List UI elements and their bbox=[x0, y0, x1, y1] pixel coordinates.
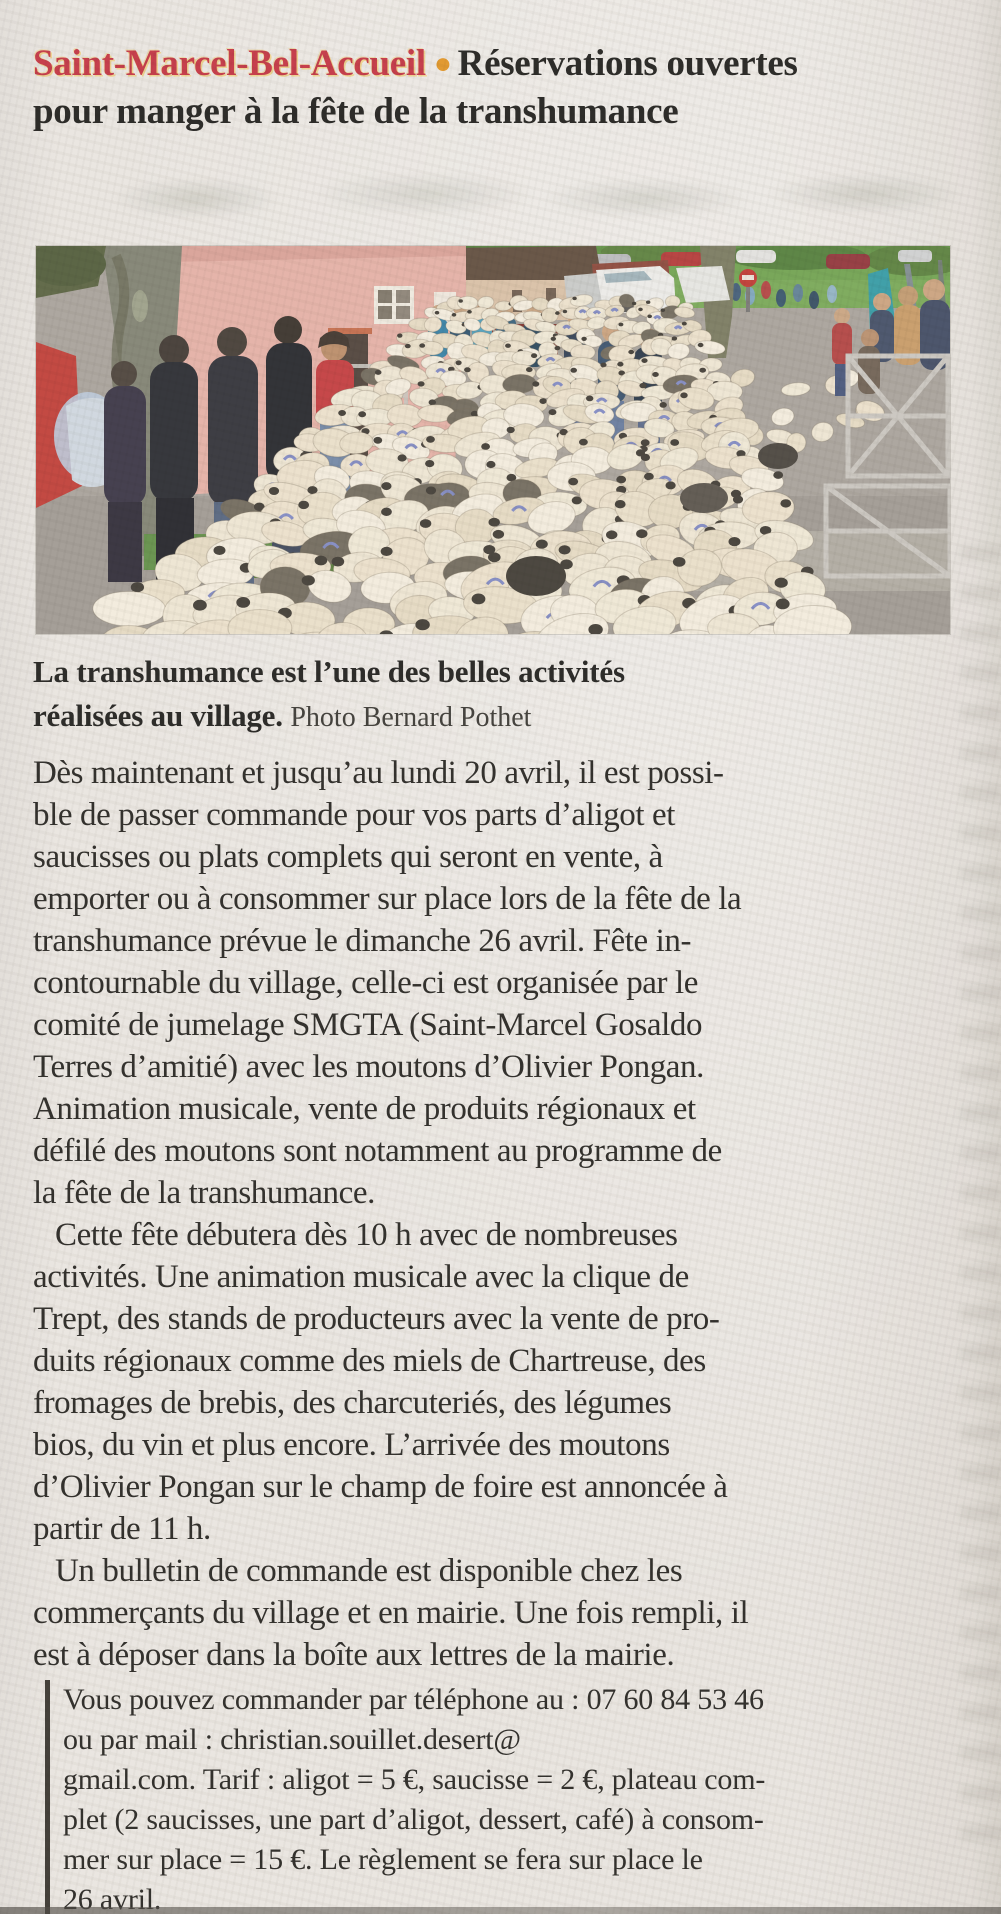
photo-sheep-flock bbox=[92, 293, 885, 634]
caption-line1: La transhumance est l’une des belles act… bbox=[33, 654, 625, 689]
text-line: ble de passer commande pour vos parts d’… bbox=[33, 797, 676, 833]
paragraph: Dès maintenant et jusqu’au lundi 20 avri… bbox=[33, 752, 983, 1214]
headline-bullet-icon: ● bbox=[433, 47, 452, 80]
text-line: Un bulletin de commande est disponible c… bbox=[55, 1553, 683, 1589]
paragraph: Un bulletin de commande est disponible c… bbox=[33, 1550, 983, 1676]
text-line: emporter ou à consommer sur place lors d… bbox=[33, 881, 742, 917]
headline-line1: Saint-Marcel-Bel-Accueil ● Réservations ou… bbox=[33, 40, 983, 88]
info-line: ou par mail : christian.souillet.desert@ bbox=[63, 1723, 521, 1756]
photo-right-barriers bbox=[823, 353, 950, 579]
info-box: Vous pouvez commander par téléphone au :… bbox=[45, 1680, 983, 1914]
text-line: la fête de la transhumance. bbox=[33, 1175, 375, 1211]
info-line: mer sur place = 15 €. Le règlement se fe… bbox=[63, 1843, 703, 1876]
paragraph: Cette fête débutera dès 10 h avec de nom… bbox=[33, 1214, 983, 1550]
photo-stop-sign bbox=[739, 269, 757, 312]
text-line: est à déposer dans la boîte aux lettres … bbox=[33, 1637, 675, 1673]
article-body: Dès maintenant et jusqu’au lundi 20 avri… bbox=[33, 752, 983, 1914]
kicker-town-name: Saint-Marcel-Bel-Accueil bbox=[33, 43, 426, 84]
text-line: Dès maintenant et jusqu’au lundi 20 avri… bbox=[33, 755, 724, 791]
text-line: fromages de brebis, des charcuteriés, de… bbox=[33, 1385, 672, 1421]
text-line: d’Olivier Pongan sur le champ de foire e… bbox=[33, 1469, 728, 1505]
text-line: Animation musicale, vente de produits ré… bbox=[33, 1091, 696, 1127]
photo-newsprint-tint bbox=[36, 246, 950, 634]
photo-caption: La transhumance est l’une des belles act… bbox=[33, 650, 983, 740]
info-line: gmail.com. Tarif : aligot = 5 €, sauciss… bbox=[63, 1763, 766, 1796]
text-line: comité de jumelage SMGTA (Saint-Marcel G… bbox=[33, 1007, 703, 1043]
photo-parked-cars-field bbox=[591, 250, 932, 269]
text-line: défilé des moutons sont notamment au pro… bbox=[33, 1133, 722, 1169]
info-line: Vous pouvez commander par téléphone au :… bbox=[63, 1683, 764, 1716]
article-photo bbox=[36, 246, 950, 634]
text-line: contournable du village, celle-ci est or… bbox=[33, 965, 699, 1001]
headline: Saint-Marcel-Bel-Accueil ● Réservations ou… bbox=[33, 40, 983, 136]
caption-line2-bold: réalisées au village. bbox=[33, 698, 283, 733]
caption-line2: réalisées au village. Photo Bernard Poth… bbox=[33, 694, 983, 740]
text-line: duits régionaux comme des miels de Chart… bbox=[33, 1343, 706, 1379]
text-line: partir de 11 h. bbox=[33, 1511, 211, 1547]
headline-text-part1: Réservations ouvertes bbox=[457, 43, 798, 84]
text-line: commerçants du village et en mairie. Une… bbox=[33, 1595, 749, 1631]
text-line: Terres d’amitié) avec les moutons d’Oliv… bbox=[33, 1049, 705, 1085]
info-line: plet (2 saucisses, une part d’aligot, de… bbox=[63, 1803, 764, 1836]
text-line: bios, du vin et plus encore. L’arrivée d… bbox=[33, 1427, 670, 1463]
photo-house-window bbox=[374, 286, 414, 324]
bleed-through-ghost-text bbox=[90, 148, 970, 240]
text-line: Cette fête débutera dès 10 h avec de nom… bbox=[55, 1217, 678, 1253]
photo-left-crowd bbox=[36, 316, 312, 598]
text-line: saucisses ou plats complets qui seront e… bbox=[33, 839, 663, 875]
photo-dark-sheep bbox=[506, 443, 798, 596]
text-line: transhumance prévue le dimanche 26 avril… bbox=[33, 923, 692, 959]
text-line: activités. Une animation musicale avec l… bbox=[33, 1259, 689, 1295]
text-line: Trept, des stands de producteurs avec la… bbox=[33, 1301, 720, 1337]
bottom-edge-line bbox=[0, 1907, 1001, 1914]
headline-text-part2: pour manger à la fête de la transhumance bbox=[33, 91, 679, 132]
bleed-through-right-margin bbox=[961, 540, 1001, 1840]
photo-credit: Photo Bernard Pothet bbox=[290, 702, 532, 733]
